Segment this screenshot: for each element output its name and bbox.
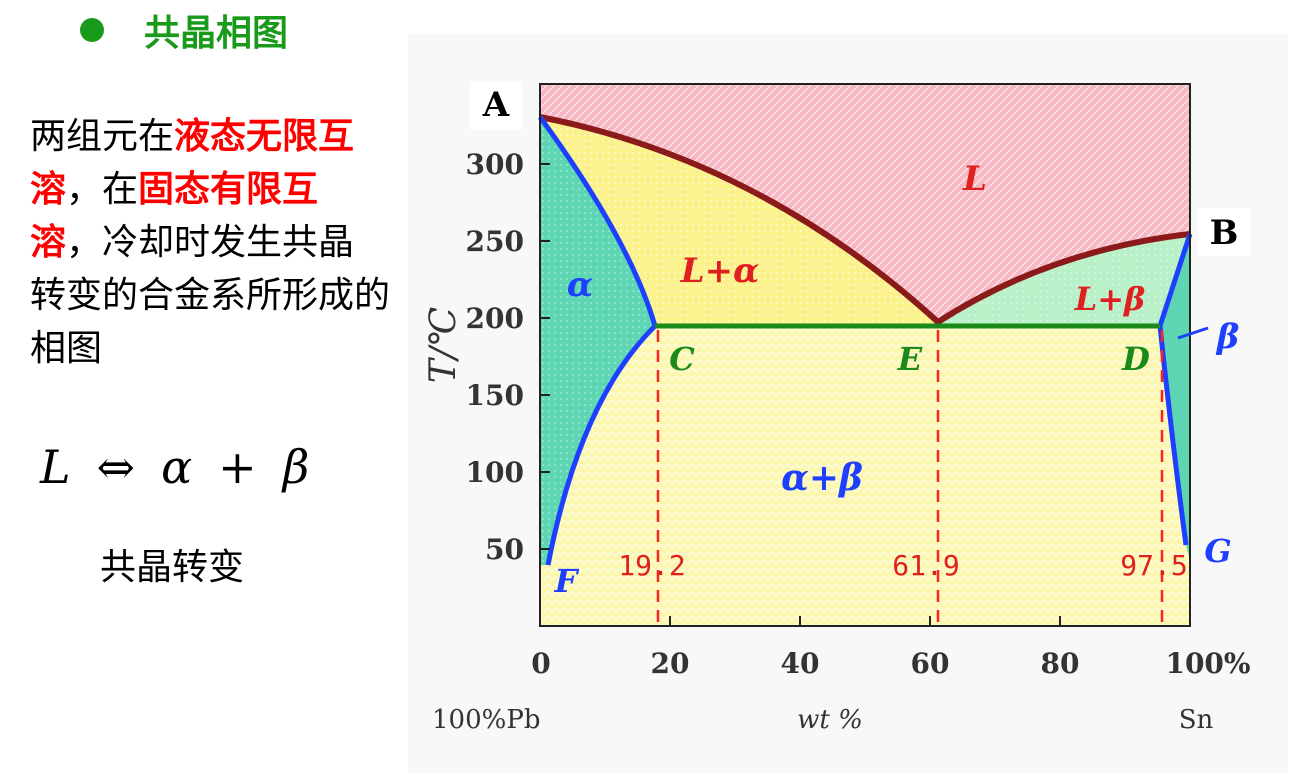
comp-e-value: 61.9 (892, 549, 959, 582)
beta-pointer-line (1177, 326, 1209, 340)
region-beta-fill (1160, 234, 1190, 560)
description: 两组元在液态无限互溶，在固态有限互溶，冷却时发生共晶转变的合金系所形成的相图 (30, 110, 390, 375)
desc-highlight-solid: 固态有限互溶 (30, 169, 319, 263)
desc-text-3: ，冷却时发生共晶转变的合金系所形成的相图 (30, 222, 391, 369)
region-beta-label: β (1215, 317, 1240, 357)
region-alpha-fill (540, 117, 655, 565)
region-l-beta-label: L+β (1074, 280, 1146, 318)
y-tick-250: 250 (466, 225, 524, 258)
bullet-icon (80, 18, 104, 42)
y-tick-100: 100 (466, 456, 524, 489)
region-alpha-beta-label: α+β (781, 457, 863, 499)
y-tick-marks (540, 163, 550, 550)
point-d-label: D (1121, 340, 1150, 378)
alpha-boundary-line (537, 115, 658, 566)
x-tick-40: 40 (781, 647, 820, 680)
point-g-label: G (1204, 532, 1231, 570)
y-axis-label: T/℃ (423, 307, 464, 383)
label-a-bg (470, 82, 522, 130)
y-tick-300: 300 (466, 148, 524, 181)
plot-frame (539, 83, 1191, 627)
region-liquid-fill (540, 84, 1190, 322)
x-tick-20: 20 (651, 647, 690, 680)
desc-text-2: ，在 (66, 169, 139, 210)
point-c-label: C (669, 340, 695, 378)
x-right-label: Sn (1179, 705, 1214, 735)
eutectic-equation: L ⇔ α + β (40, 440, 309, 494)
comp-d-value: 97.5 (1120, 549, 1187, 582)
y-tick-50: 50 (485, 533, 524, 566)
y-tick-150: 150 (466, 379, 524, 412)
region-l-alpha-fill (540, 117, 938, 326)
liquidus-line (539, 114, 1191, 326)
label-b-bg (1198, 208, 1250, 256)
x-tick-100: 100% (1165, 647, 1250, 680)
eq-alpha: α (161, 440, 193, 494)
x-left-label: 100%Pb (432, 705, 540, 735)
point-a-label: A (482, 85, 510, 125)
point-e-label: E (897, 340, 923, 378)
eq-arrow: ⇔ (96, 440, 136, 494)
region-l-beta-fill (938, 234, 1188, 326)
equation-caption: 共晶转变 (100, 547, 245, 588)
region-liquid-label: L (962, 159, 987, 199)
x-axis-label: wt % (797, 705, 863, 735)
x-tick-marks (669, 616, 1061, 626)
heading-row: 共晶相图 (80, 2, 288, 58)
x-tick-0: 0 (531, 647, 550, 680)
x-tick-80: 80 (1041, 647, 1080, 680)
eq-beta: β (282, 440, 310, 494)
comp-c-value: 19.2 (618, 549, 685, 582)
eq-plus: + (218, 440, 257, 494)
point-f-label: F (554, 562, 580, 600)
region-l-alpha-label: L+α (680, 251, 760, 291)
eq-liquid: L (40, 440, 71, 494)
region-alpha-label: α (567, 265, 593, 305)
desc-text-1: 两组元在 (30, 116, 175, 157)
x-tick-60: 60 (911, 647, 950, 680)
page-title: 共晶相图 (144, 13, 289, 54)
point-b-label: B (1210, 213, 1239, 253)
desc-highlight-liquid: 液态无限互溶 (30, 116, 355, 210)
y-tick-200: 200 (466, 302, 524, 335)
